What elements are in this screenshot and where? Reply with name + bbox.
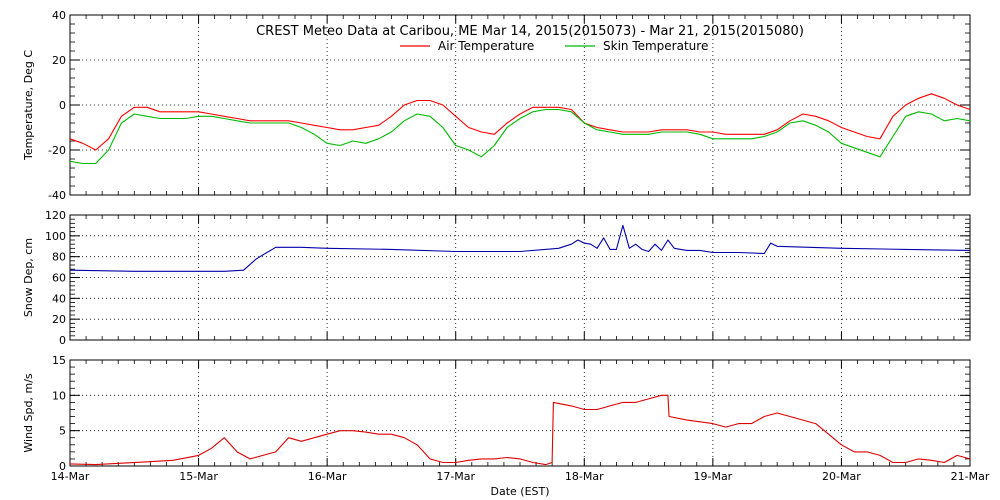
y-tick-label: 10 <box>52 389 66 402</box>
y-tick-label: -20 <box>48 144 66 157</box>
series-line-temperature-1 <box>69 108 971 165</box>
y-axis-label-wind_speed: Wind Spd, m/s <box>22 373 35 453</box>
y-tick-label: 80 <box>52 251 66 264</box>
y-tick-label: 40 <box>52 292 66 305</box>
x-tick-label: 17-Mar <box>436 470 475 483</box>
panel-wind_speed: 0 5 10 15 Wind Spd, m/s <box>22 354 971 473</box>
x-tick-label: 20-Mar <box>822 470 861 483</box>
chart-title: CREST Meteo Data at Caribou, ME Mar 14, … <box>256 24 804 39</box>
panel-temperature: -40 -20 0 20 40 Temperature, Deg C Air Tempera… <box>22 9 971 202</box>
series-line-temperature-0 <box>69 93 971 151</box>
y-tick-label: 60 <box>52 272 66 285</box>
y-tick-label: -40 <box>48 189 66 202</box>
legend-label-1: Skin Temperature <box>603 39 708 53</box>
y-tick-label: 0 <box>59 99 66 112</box>
x-tick-label: 18-Mar <box>565 470 604 483</box>
x-tick-label: 15-Mar <box>179 470 218 483</box>
y-tick-label: 0 <box>59 334 66 347</box>
legend-label-0: Air Temperature <box>438 39 534 53</box>
x-tick-label: 16-Mar <box>308 470 347 483</box>
y-tick-label: 20 <box>52 54 66 67</box>
y-axis-label-snow_depth: Snow Dep, cm <box>22 238 35 317</box>
y-tick-label: 15 <box>52 354 66 367</box>
panel-snow_depth: 0 20 40 60 80 100 120 Snow Dep, cm <box>22 209 971 347</box>
x-tick-label: 14-Mar <box>51 470 90 483</box>
y-tick-label: 100 <box>45 230 66 243</box>
x-tick-label: 19-Mar <box>693 470 732 483</box>
x-axis-label: Date (EST) <box>490 485 549 498</box>
series-line-snow_depth-0 <box>69 224 971 272</box>
y-axis-label-temperature: Temperature, Deg C <box>22 50 35 161</box>
y-tick-label: 5 <box>59 425 66 438</box>
y-tick-label: 0 <box>59 460 66 473</box>
panels-layer: -40 -20 0 20 40 Temperature, Deg C Air Tempera… <box>22 9 990 483</box>
y-tick-label: 120 <box>45 209 66 222</box>
y-tick-label: 40 <box>52 9 66 22</box>
x-tick-label: 21-Mar <box>951 470 990 483</box>
y-tick-label: 20 <box>52 313 66 326</box>
series-line-wind_speed-0 <box>69 394 971 466</box>
